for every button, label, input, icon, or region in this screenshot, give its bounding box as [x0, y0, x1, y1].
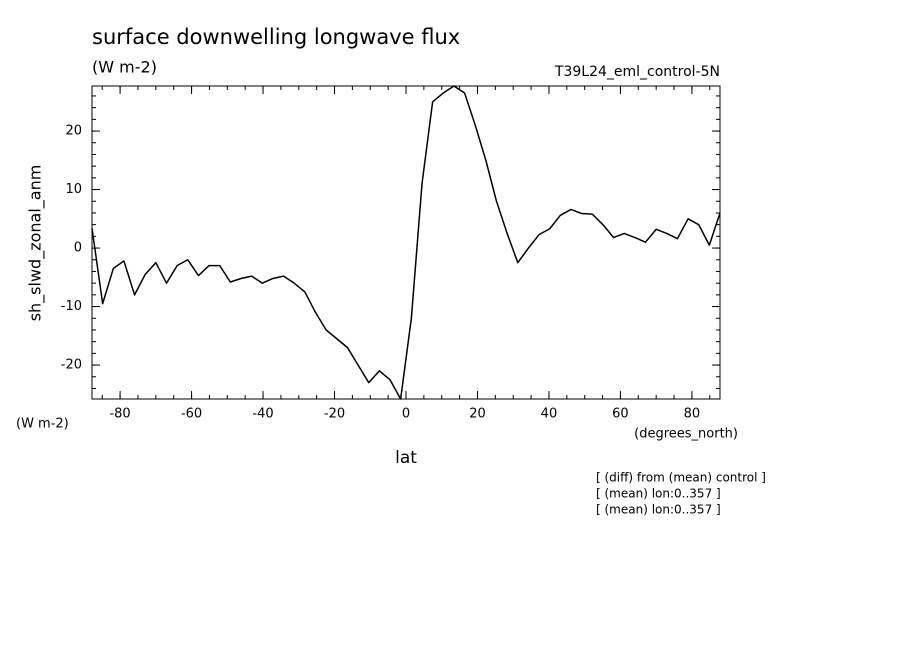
data-line	[91, 85, 721, 400]
x-tick-label: 60	[612, 407, 629, 422]
x-tick-label: 40	[541, 407, 558, 422]
y-tick-label: 0	[74, 241, 82, 256]
y-tick-label: 20	[65, 124, 82, 139]
x-axis-label: lat	[395, 448, 417, 468]
x-tick-label: -60	[181, 407, 202, 422]
dataset-label: T39L24_eml_control-5N	[554, 64, 720, 80]
x-tick-label: 0	[402, 407, 410, 422]
chart-title: surface downwelling longwave flux	[92, 25, 460, 49]
units-label: (W m-2)	[92, 58, 157, 77]
x-units: (degrees_north)	[634, 427, 738, 442]
y-units: (W m-2)	[16, 417, 69, 432]
y-tick-label: 10	[65, 182, 82, 197]
plot-frame	[91, 85, 721, 400]
x-tick-label: -80	[109, 407, 130, 422]
note: [ (mean) lon:0..357 ]	[596, 503, 721, 517]
x-tick-label: -20	[324, 407, 345, 422]
note: [ (diff) from (mean) control ]	[596, 471, 766, 485]
x-tick-label: 20	[469, 407, 486, 422]
x-tick-label: -40	[252, 407, 273, 422]
y-tick-label: -10	[61, 299, 82, 314]
x-tick-label: 80	[684, 407, 701, 422]
y-axis-label: sh_slwd_zonal_anm	[26, 165, 46, 322]
y-tick-label: -20	[61, 358, 82, 373]
note: [ (mean) lon:0..357 ]	[596, 487, 721, 501]
